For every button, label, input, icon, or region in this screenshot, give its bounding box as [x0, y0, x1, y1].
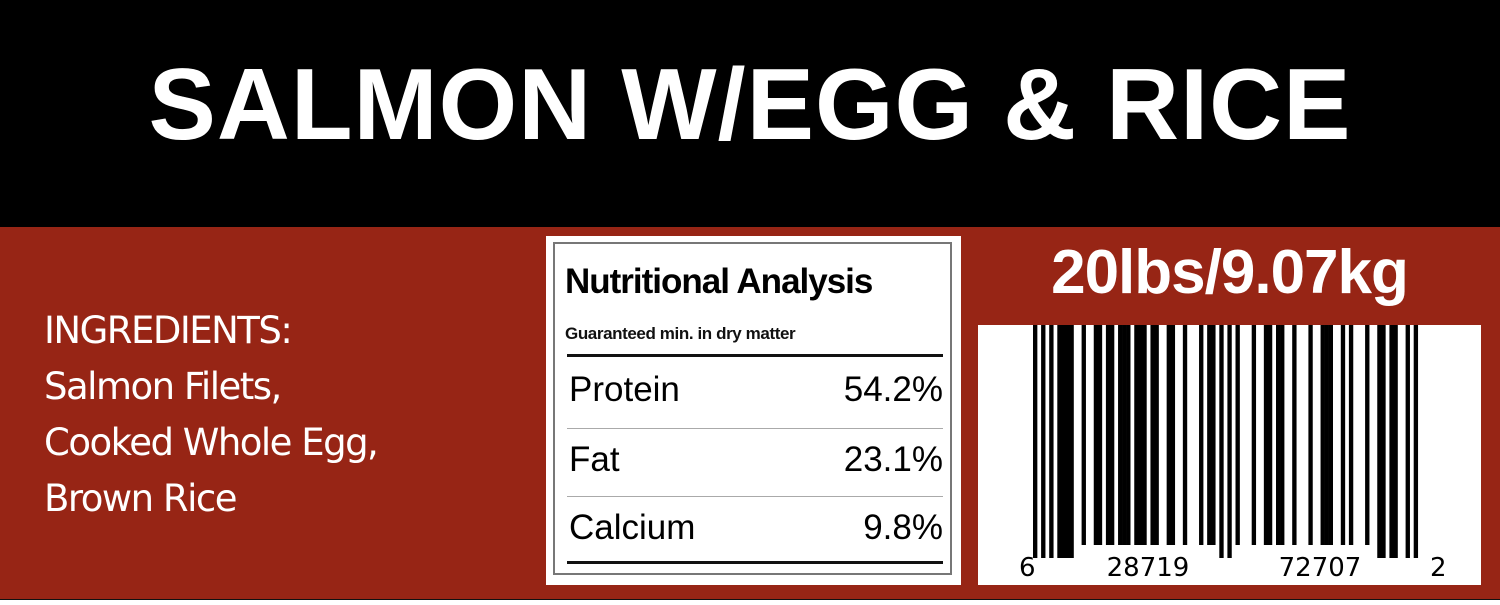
divider	[567, 561, 943, 564]
barcode-bar	[1057, 325, 1062, 558]
barcode-bar	[1381, 325, 1386, 558]
barcode-bar	[1109, 325, 1115, 545]
barcode-bar	[1081, 325, 1086, 545]
header-band: SALMON W/EGG & RICE	[0, 0, 1500, 227]
barcode-digit: 2	[1430, 553, 1447, 583]
divider	[567, 428, 943, 429]
barcode-bar	[1235, 325, 1240, 545]
barcode-bar	[1393, 325, 1398, 558]
barcode-bar	[1348, 325, 1354, 545]
barcode-bar	[1041, 325, 1046, 558]
nutrition-subtitle: Guaranteed min. in dry matter	[565, 324, 796, 343]
barcode-bar	[1170, 325, 1176, 545]
nutrient-label: Calcium	[569, 508, 696, 547]
nutrition-row-calcium: Calcium 9.8%	[567, 508, 943, 548]
barcode-bar	[1280, 325, 1285, 545]
barcode-bar	[1122, 325, 1127, 545]
barcode-bar	[1154, 325, 1159, 545]
barcode-bar	[1118, 325, 1123, 545]
nutrition-row-protein: Protein 54.2%	[567, 370, 943, 410]
barcode-bar	[1199, 325, 1204, 545]
barcode-bar	[1142, 325, 1147, 545]
barcode-bar	[1324, 325, 1329, 545]
barcode-bar	[1251, 325, 1257, 545]
barcode-bar	[1365, 325, 1370, 545]
nutrient-value: 23.1%	[843, 440, 943, 479]
barcode-bar	[1033, 325, 1038, 558]
barcode-digit: 6	[1019, 553, 1036, 583]
ingredient-line: Cooked Whole Egg,	[44, 421, 379, 464]
barcode-bar	[1320, 325, 1325, 545]
barcode-bar	[1276, 325, 1281, 545]
nutrition-panel: Nutritional Analysis Guaranteed min. in …	[546, 236, 961, 585]
barcode-bar	[1377, 325, 1382, 558]
barcode-bar	[1389, 325, 1394, 558]
barcode-bar	[1207, 325, 1212, 545]
nutrient-value: 54.2%	[843, 370, 943, 409]
nutrition-title: Nutritional Analysis	[565, 262, 873, 301]
barcode-bar	[1134, 325, 1139, 545]
barcode-bar	[1182, 325, 1188, 545]
nutrient-label: Protein	[569, 370, 680, 409]
barcode-bar	[1093, 325, 1099, 545]
nutrient-value: 9.8%	[863, 508, 943, 547]
barcode-bar	[1049, 325, 1054, 558]
ingredients-heading: INGREDIENTS:	[44, 309, 293, 352]
barcode-bar	[1263, 325, 1269, 545]
barcode-bar	[1069, 325, 1074, 558]
divider	[567, 496, 943, 497]
ingredient-line: Salmon Filets,	[44, 365, 282, 408]
barcode-bar	[1227, 325, 1232, 558]
barcode-bar	[1126, 325, 1131, 545]
barcode-bar	[1219, 325, 1224, 558]
barcode-bar	[1405, 325, 1410, 558]
barcode-bar	[1138, 325, 1143, 545]
barcode-bar	[1150, 325, 1155, 545]
barcode-bar	[1211, 325, 1216, 545]
product-title: SALMON W/EGG & RICE	[148, 49, 1352, 161]
barcode-bar	[1065, 325, 1070, 558]
barcode-bar	[1097, 325, 1103, 545]
ingredient-line: Brown Rice	[44, 477, 238, 520]
divider	[567, 354, 943, 357]
barcode-bar	[1166, 325, 1171, 545]
net-weight: 20lbs/9.07kg	[1051, 238, 1409, 307]
barcode-bar	[1340, 325, 1346, 545]
nutrient-label: Fat	[569, 440, 620, 479]
barcode-digits-right: 72707	[1279, 553, 1362, 583]
label-band: INGREDIENTS: Salmon Filets, Cooked Whole…	[0, 227, 1500, 600]
barcode-bars: 6 28719 72707 2	[1019, 325, 1447, 583]
barcode-bar	[1061, 325, 1066, 558]
barcode: 6 28719 72707 2	[978, 325, 1481, 585]
barcode-bar	[1292, 325, 1297, 545]
barcode-digits-left: 28719	[1107, 553, 1190, 583]
barcode-bar	[1328, 325, 1333, 545]
barcode-bar	[1308, 325, 1313, 545]
barcode-bar	[1105, 325, 1111, 545]
barcode-bar	[1413, 325, 1419, 558]
barcode-bar	[1267, 325, 1273, 545]
ingredients-block: INGREDIENTS: Salmon Filets, Cooked Whole…	[44, 303, 379, 527]
nutrition-row-fat: Fat 23.1%	[567, 440, 943, 480]
